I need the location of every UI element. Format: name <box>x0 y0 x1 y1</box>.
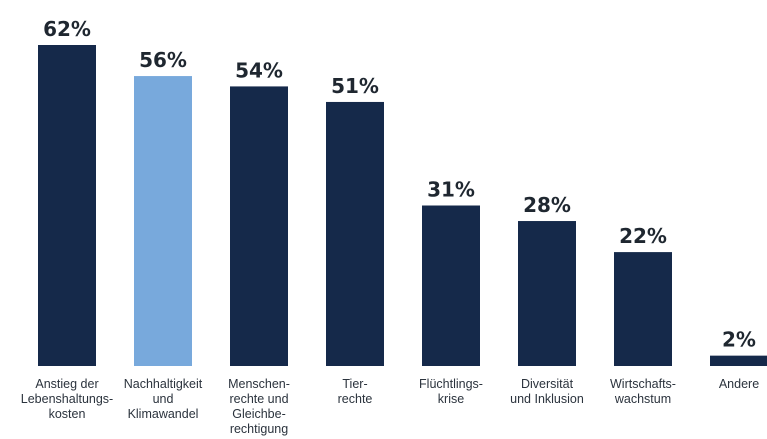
category-label-0: Anstieg der Lebenshaltungs-kosten <box>21 377 113 421</box>
category-label-line: Klimawandel <box>128 407 199 421</box>
category-label-line: Andere <box>719 377 759 391</box>
value-label-3: 51% <box>331 74 379 98</box>
bar-3 <box>326 101 384 367</box>
category-label-line: und Inklusion <box>510 392 584 406</box>
bar-6 <box>614 252 672 366</box>
category-label-line: rechte <box>338 392 373 406</box>
category-label-line: Anstieg der <box>35 377 98 391</box>
bar-5 <box>518 221 576 366</box>
value-label-6: 22% <box>619 224 667 248</box>
bar-1 <box>134 76 192 366</box>
category-label-line: rechte und <box>229 392 288 406</box>
bar-7 <box>710 355 767 366</box>
bar-2 <box>230 86 288 366</box>
category-label-line: Flüchtlings- <box>419 377 483 391</box>
category-label-6: Wirtschafts-wachstum <box>610 377 676 406</box>
bar-4 <box>422 205 480 366</box>
category-label-line: und <box>153 392 174 406</box>
category-label-5: Diversität und Inklusion <box>510 377 584 406</box>
category-label-1: Nachhaltigkeit und Klimawandel <box>124 377 203 421</box>
category-label-line: wachstum <box>614 392 671 406</box>
category-label-line: Gleichbe- <box>232 407 286 421</box>
category-label-3: Tier-rechte <box>338 377 373 406</box>
category-label-line: Lebenshaltungs- <box>21 392 113 406</box>
category-label-line: rechtigung <box>230 422 288 436</box>
category-label-4: Flüchtlings-krise <box>419 377 483 406</box>
value-label-2: 54% <box>235 58 283 82</box>
category-label-line: Menschen- <box>228 377 290 391</box>
category-label-line: Tier- <box>342 377 367 391</box>
category-label-line: Wirtschafts- <box>610 377 676 391</box>
bar-0 <box>38 45 96 366</box>
category-label-2: Menschen-rechte und Gleichbe-rechtigung <box>228 377 290 436</box>
category-label-line: Nachhaltigkeit <box>124 377 203 391</box>
category-label-line: krise <box>438 392 464 406</box>
value-label-1: 56% <box>139 48 187 72</box>
value-label-0: 62% <box>43 17 91 41</box>
category-label-line: kosten <box>49 407 86 421</box>
value-label-7: 2% <box>722 328 756 352</box>
category-label-line: Diversität <box>521 377 574 391</box>
value-label-4: 31% <box>427 178 475 202</box>
category-label-7: Andere <box>719 377 759 391</box>
value-label-5: 28% <box>523 193 571 217</box>
